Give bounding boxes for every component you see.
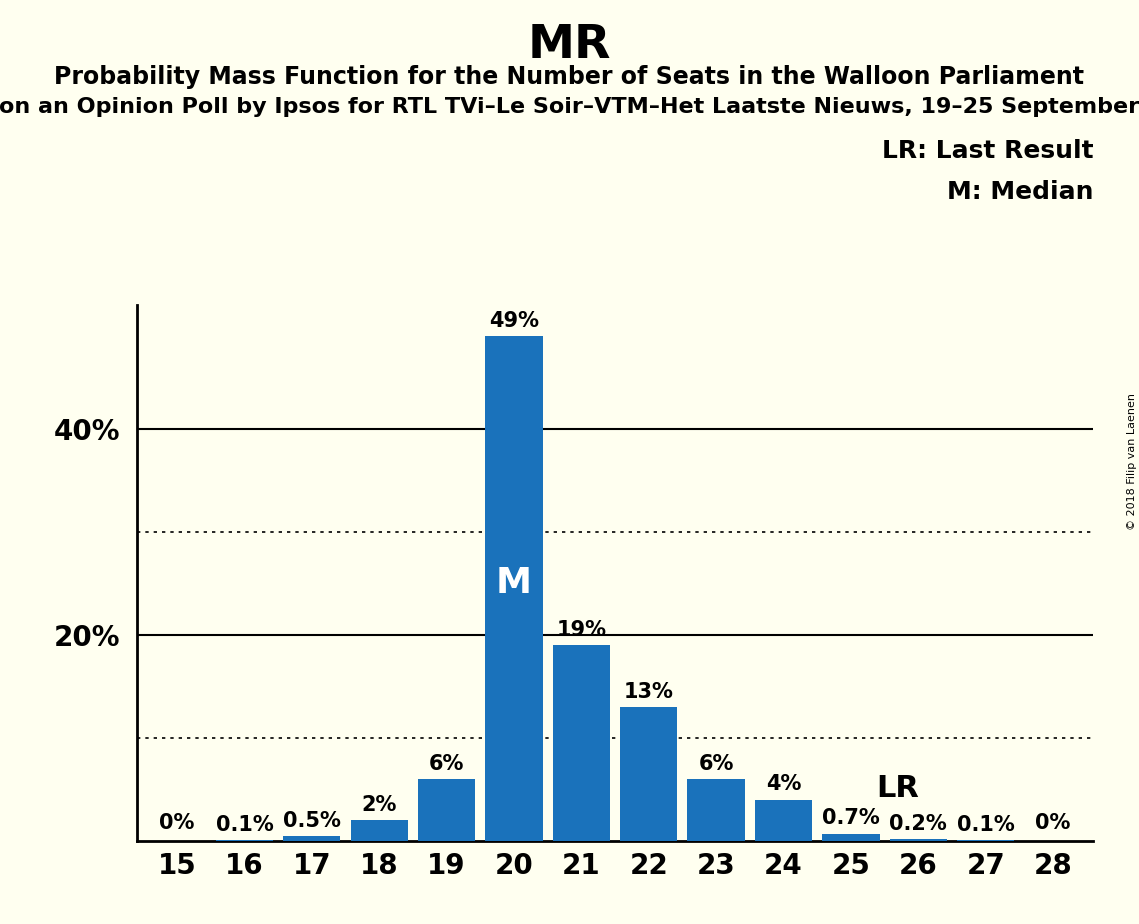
Bar (351, 821, 408, 841)
Text: 6%: 6% (698, 754, 734, 774)
Text: 13%: 13% (624, 682, 673, 701)
Text: 4%: 4% (765, 774, 801, 795)
Text: 19%: 19% (556, 620, 606, 639)
Text: 0.5%: 0.5% (282, 810, 341, 831)
Bar (957, 840, 1014, 841)
Bar (418, 779, 475, 841)
Text: M: M (495, 566, 532, 601)
Text: M: Median: M: Median (947, 180, 1093, 204)
Bar (485, 335, 542, 841)
Bar (890, 839, 947, 841)
Text: 0.1%: 0.1% (215, 815, 273, 834)
Text: 2%: 2% (361, 795, 396, 815)
Bar (755, 799, 812, 841)
Text: LR: LR (877, 773, 919, 803)
Text: © 2018 Filip van Laenen: © 2018 Filip van Laenen (1126, 394, 1137, 530)
Bar (216, 840, 273, 841)
Text: LR: Last Result: LR: Last Result (882, 139, 1093, 163)
Text: 0.7%: 0.7% (822, 808, 879, 829)
Text: Probability Mass Function for the Number of Seats in the Walloon Parliament: Probability Mass Function for the Number… (55, 65, 1084, 89)
Bar (620, 707, 678, 841)
Text: 0%: 0% (159, 812, 195, 833)
Text: on an Opinion Poll by Ipsos for RTL TVi–Le Soir–VTM–Het Laatste Nieuws, 19–25 Se: on an Opinion Poll by Ipsos for RTL TVi–… (0, 97, 1139, 117)
Text: 0.1%: 0.1% (957, 815, 1015, 834)
Bar (822, 833, 879, 841)
Text: 0%: 0% (1035, 812, 1071, 833)
Text: 6%: 6% (429, 754, 465, 774)
Text: MR: MR (527, 23, 612, 68)
Bar (284, 835, 341, 841)
Bar (688, 779, 745, 841)
Text: 0.2%: 0.2% (890, 814, 948, 833)
Text: 49%: 49% (489, 310, 539, 331)
Bar (552, 645, 611, 841)
